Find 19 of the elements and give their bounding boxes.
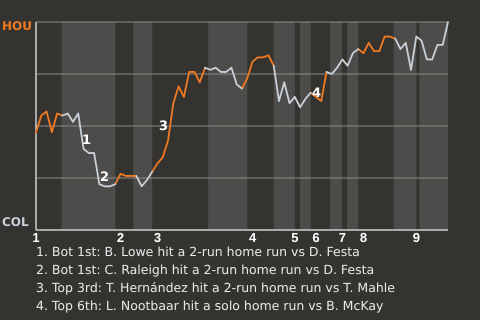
annotation: 1 — [82, 133, 92, 148]
text: 2. Bot 1st: C. Raleigh hit a 2-run home run vs D. Festa — [36, 262, 374, 277]
x-tick-label: 9 — [412, 230, 420, 246]
annotation: 4 — [312, 86, 322, 101]
x-tick-label: 4 — [248, 230, 257, 246]
x-tick-label: 2 — [116, 230, 124, 246]
x-tick-label: 6 — [312, 230, 320, 246]
x-tick-label: 8 — [360, 230, 368, 246]
annotation: 2 — [100, 170, 110, 185]
x-tick-label: 5 — [291, 230, 298, 246]
text: 4. Top 6th: L. Nootbaar hit a solo home run vs B. McKay — [36, 298, 384, 313]
x-tick-label: 7 — [338, 230, 346, 246]
text: HOU — [2, 19, 32, 33]
text: 3. Top 3rd: T. Hernández hit a 2-run home run vs T. Mahle — [36, 280, 396, 295]
text: COL — [2, 215, 30, 229]
x-tick-label: 3 — [154, 230, 162, 246]
annotation: 3 — [159, 119, 168, 134]
x-tick-label: 1 — [32, 230, 40, 246]
text: 1. Bot 1st: B. Lowe hit a 2-run home run vs D. Festa — [36, 244, 360, 259]
